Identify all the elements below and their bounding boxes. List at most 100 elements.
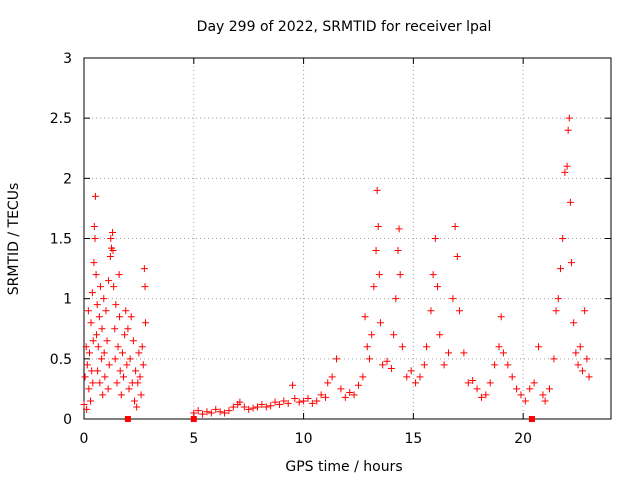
data-point — [116, 313, 124, 321]
data-point — [436, 331, 444, 339]
data-point — [104, 385, 112, 393]
data-point — [508, 373, 516, 381]
data-point — [526, 385, 534, 393]
data-point — [578, 367, 586, 375]
data-point — [111, 355, 119, 363]
data-point — [530, 379, 538, 387]
data-point — [137, 391, 145, 399]
data-point — [135, 349, 143, 357]
data-point — [383, 357, 391, 365]
data-point — [95, 313, 103, 321]
data-point — [576, 343, 584, 351]
data-point — [117, 391, 125, 399]
data-point — [258, 401, 266, 409]
data-point — [394, 247, 402, 255]
data-point — [116, 367, 124, 375]
data-point — [570, 319, 578, 327]
data-point-marker — [528, 416, 535, 422]
data-point — [346, 389, 354, 397]
data-point — [420, 361, 428, 369]
data-point — [324, 379, 332, 387]
data-point — [190, 409, 198, 417]
axis-ticks: 0 5 10 15 20 0 0.5 1 1.5 2 2.5 3 — [50, 51, 611, 447]
data-series — [80, 114, 593, 422]
data-point — [101, 373, 109, 381]
data-point — [581, 307, 589, 315]
y-tick-label: 2.5 — [50, 111, 72, 127]
x-tick-label: 20 — [514, 431, 532, 447]
data-point — [98, 355, 106, 363]
data-point — [495, 343, 503, 351]
y-tick-label: 1.5 — [50, 232, 72, 248]
data-point — [207, 409, 215, 417]
x-tick-label: 0 — [80, 431, 89, 447]
data-point — [304, 395, 312, 403]
data-point — [375, 271, 383, 279]
data-point — [105, 361, 113, 369]
data-point — [81, 373, 89, 381]
data-point — [225, 407, 233, 415]
data-point — [93, 301, 101, 309]
data-point — [125, 385, 133, 393]
data-point — [350, 391, 358, 399]
data-point — [563, 162, 571, 170]
data-point — [123, 361, 131, 369]
data-point — [103, 337, 111, 345]
data-point — [473, 385, 481, 393]
data-point — [517, 391, 525, 399]
data-point — [240, 403, 248, 411]
data-point — [90, 222, 98, 230]
data-point — [550, 355, 558, 363]
data-point — [91, 192, 99, 200]
data-point — [107, 235, 115, 242]
data-point — [585, 373, 593, 381]
data-point — [561, 168, 569, 176]
data-point — [328, 373, 336, 381]
y-tick-label: 0 — [63, 412, 72, 428]
data-point — [139, 361, 147, 369]
data-point — [98, 325, 106, 333]
data-point — [396, 271, 404, 279]
data-point — [271, 398, 279, 406]
data-point — [140, 265, 148, 273]
y-tick-label: 3 — [63, 51, 72, 67]
y-axis-label: SRMTID / TECUs — [6, 183, 22, 296]
chart-title: Day 299 of 2022, SRMTID for receiver lpa… — [197, 19, 492, 35]
data-point — [455, 307, 463, 315]
x-tick-label: 5 — [189, 431, 198, 447]
data-point — [138, 343, 146, 351]
data-point — [131, 397, 139, 405]
data-point — [92, 271, 100, 279]
data-point — [504, 361, 512, 369]
data-point — [431, 235, 439, 242]
data-point — [365, 355, 373, 363]
data-point — [423, 343, 431, 351]
data-point — [552, 307, 560, 315]
data-point — [105, 277, 113, 285]
data-point — [333, 355, 341, 363]
data-point — [308, 399, 316, 407]
data-point — [535, 343, 543, 351]
data-point — [390, 331, 398, 339]
data-point — [141, 319, 149, 327]
data-point — [88, 367, 96, 375]
data-point — [253, 403, 261, 411]
data-point — [90, 259, 98, 267]
data-point — [249, 404, 257, 412]
data-point — [122, 307, 130, 315]
data-point — [267, 402, 275, 410]
data-point — [109, 247, 117, 255]
data-point — [99, 391, 107, 399]
data-point-marker — [124, 416, 131, 422]
data-point — [395, 225, 403, 233]
data-point — [115, 271, 123, 279]
data-point — [317, 391, 325, 399]
data-point — [486, 379, 494, 387]
data-point — [102, 307, 110, 315]
data-point — [124, 325, 132, 333]
data-point — [106, 253, 114, 261]
data-point — [120, 373, 128, 381]
data-point — [96, 379, 104, 387]
data-point — [113, 379, 121, 387]
data-point-marker — [190, 416, 197, 422]
